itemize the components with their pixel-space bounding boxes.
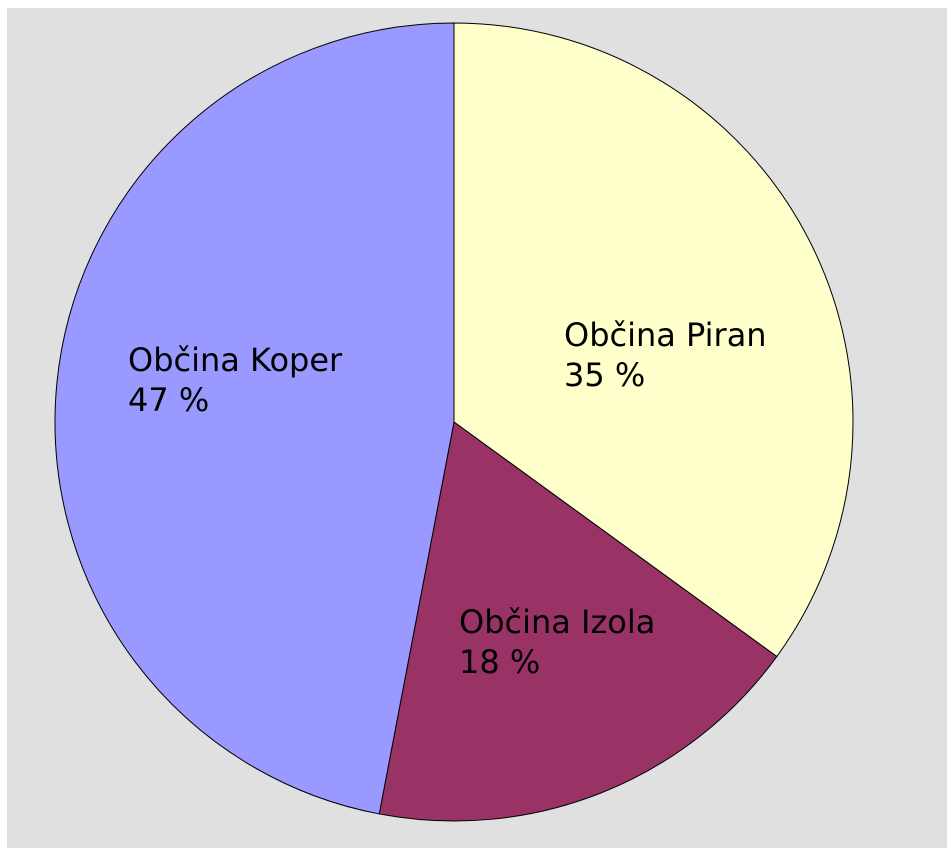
slice-value-label-obcina-koper: 47 % (128, 381, 209, 419)
pie-slice-obcina-izola (378, 421, 778, 822)
pie-slice-obcina-koper (54, 22, 455, 815)
slice-value-label-obcina-piran: 35 % (564, 356, 645, 394)
slice-label-obcina-izola: Občina Izola (459, 603, 655, 641)
pie-slices (54, 22, 854, 822)
slice-label-obcina-piran: Občina Piran (564, 316, 767, 354)
pie-slice-obcina-piran (453, 22, 854, 658)
slice-value-label-obcina-izola: 18 % (459, 643, 540, 681)
chart-area: Občina Piran 35 % Občina Izola 18 % Občina K… (7, 8, 947, 848)
slice-label-obcina-koper: Občina Koper (128, 341, 343, 379)
